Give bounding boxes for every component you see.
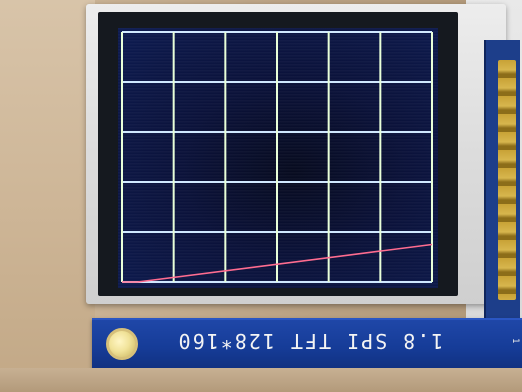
wood-surface-bottom (0, 368, 522, 392)
connector-pins (498, 60, 516, 300)
pcb-model-label: 1.8 SPI TFT 128*160 (176, 329, 444, 353)
screen-graphics (121, 31, 433, 283)
wood-surface (0, 0, 95, 392)
pin-number-label: 1 (510, 338, 520, 344)
mounting-hole (106, 328, 138, 360)
signal-trace (122, 243, 433, 283)
tft-screen (118, 28, 438, 288)
pcb-label-strip (92, 318, 522, 370)
